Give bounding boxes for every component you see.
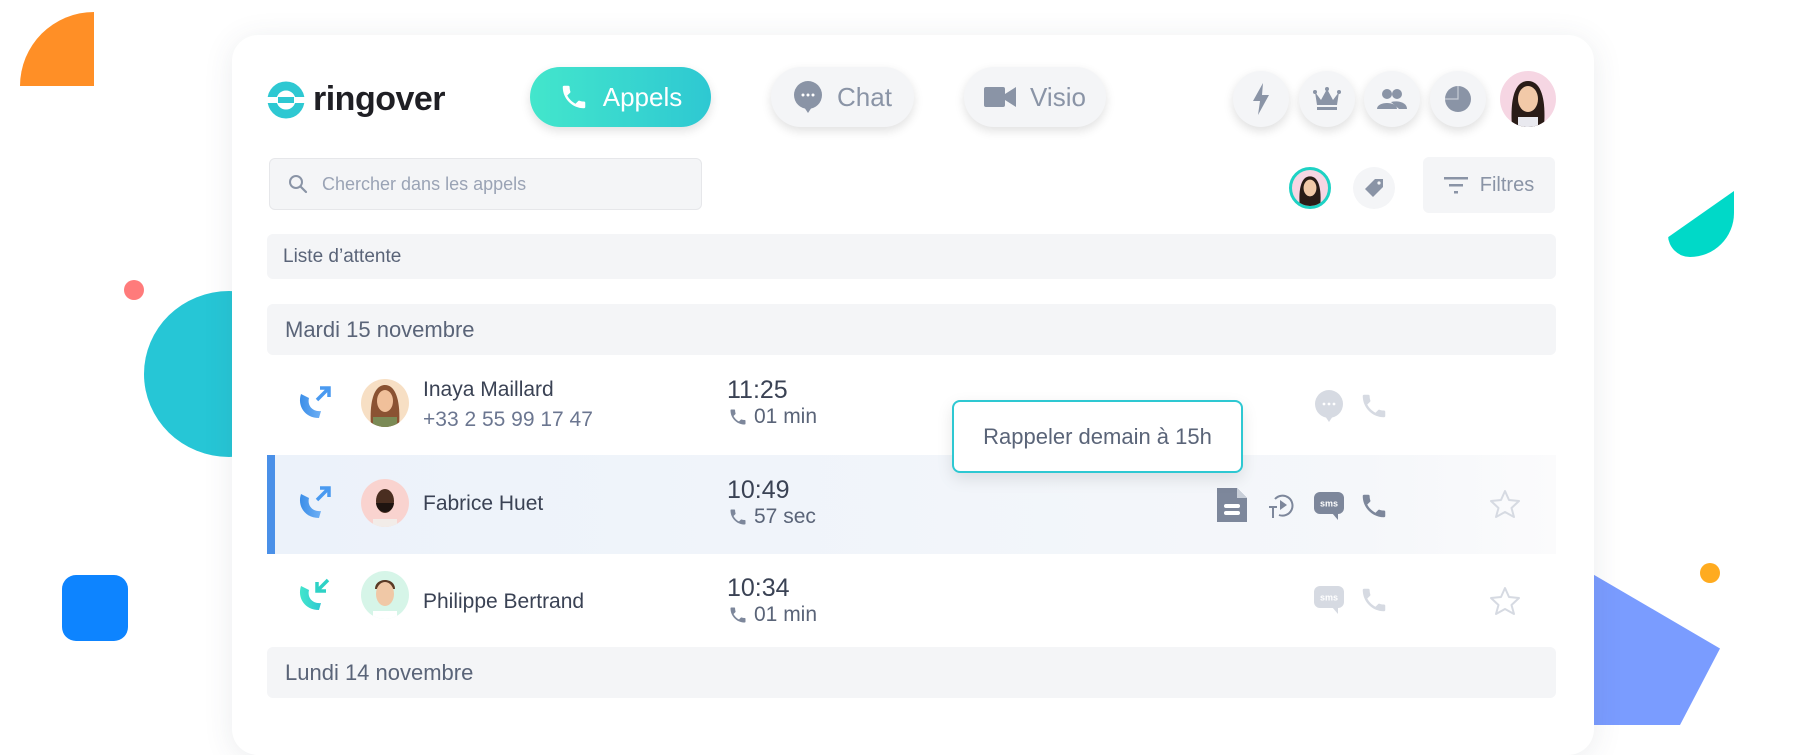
incoming-call-icon [299,578,330,610]
crown-icon [1313,87,1341,110]
avatar-image [1299,176,1321,206]
sms-icon[interactable]: sms [1314,586,1344,614]
decor-red-dot [124,280,144,300]
contact-name[interactable]: Inaya Maillard [423,378,554,401]
svg-text:sms: sms [1320,593,1338,603]
ringover-logo: ringover [267,80,446,119]
decor-blue-square [62,575,128,641]
duration-text: 57 sec [754,505,816,528]
call-time: 10:34 [727,574,790,602]
filters-button[interactable]: Filtres [1423,157,1555,213]
decor-orange-quarter [20,12,94,86]
avatar-image [373,489,397,527]
date-header: Lundi 14 novembre [267,647,1556,698]
search-input[interactable] [320,172,684,196]
contact-number: +33 2 55 99 17 47 [423,408,593,431]
contact-name[interactable]: Philippe Bertrand [423,590,585,613]
pie-chart-icon [1445,86,1471,112]
document-icon[interactable] [1217,488,1247,522]
video-camera-icon [984,87,1017,107]
star-icon[interactable] [1489,586,1521,616]
search-box[interactable] [269,158,702,210]
tab-label: Chat [837,81,892,112]
contact-avatar [361,571,409,619]
call-duration: 01 min [728,405,817,429]
tab-appels[interactable]: Appels [530,67,711,127]
contact-avatar [361,379,409,427]
contact-avatar [361,479,409,527]
tab-visio[interactable]: Visio [964,67,1106,127]
tab-label: Visio [1030,81,1086,112]
logo-text: ringover [313,80,446,118]
phone-icon [730,409,746,425]
decor-teal-leaf [1668,191,1734,257]
filter-icon [1443,177,1468,194]
tag-icon [1365,179,1383,197]
tooltip-text: Rappeler demain à 15h [983,423,1212,449]
queue-label: Liste d’attente [283,245,402,267]
avatar-image [370,385,400,427]
lightning-icon [1253,83,1269,115]
tag-button[interactable] [1353,167,1395,209]
user-avatar[interactable] [1500,71,1556,127]
avatar-image [1511,81,1545,127]
stats-button[interactable] [1430,71,1486,127]
chat-icon[interactable] [1314,390,1344,422]
svg-text:sms: sms [1320,499,1338,509]
star-icon[interactable] [1489,489,1521,519]
phone-icon [730,509,746,525]
call-note-tooltip: Rappeler demain à 15h [952,400,1243,473]
phone-icon[interactable] [1359,490,1389,522]
phone-icon[interactable] [1359,584,1389,616]
chat-bubble-icon [794,81,823,113]
tab-label: Appels [602,81,683,112]
call-duration: 01 min [728,603,817,627]
filters-label: Filtres [1479,173,1535,196]
duration-text: 01 min [754,603,818,626]
transcript-play-icon[interactable] [1267,491,1295,519]
queue-bar[interactable]: Liste d’attente [267,234,1556,279]
lightning-button[interactable] [1233,71,1289,127]
call-time: 10:49 [727,476,790,504]
tab-chat[interactable]: Chat [771,67,914,127]
crown-button[interactable] [1299,71,1355,127]
date-header: Mardi 15 novembre [267,304,1556,355]
users-icon [1377,89,1407,109]
sms-icon[interactable]: sms [1314,492,1344,520]
avatar-image [373,580,397,619]
duration-text: 01 min [754,405,818,428]
search-icon [289,175,308,194]
call-time: 11:25 [727,376,788,404]
users-button[interactable] [1364,71,1420,127]
contact-name[interactable]: Fabrice Huet [423,492,544,515]
decor-orange-dot [1700,563,1720,583]
phone-icon [562,85,585,109]
phone-icon[interactable] [1359,390,1389,422]
logo-icon [267,81,305,118]
date-label: Lundi 14 novembre [285,659,474,685]
agent-filter-avatar[interactable] [1289,167,1331,209]
call-duration: 57 sec [728,505,816,529]
date-label: Mardi 15 novembre [285,316,475,342]
outgoing-call-icon [299,386,331,418]
phone-icon [730,607,746,623]
outgoing-call-icon [299,486,331,518]
